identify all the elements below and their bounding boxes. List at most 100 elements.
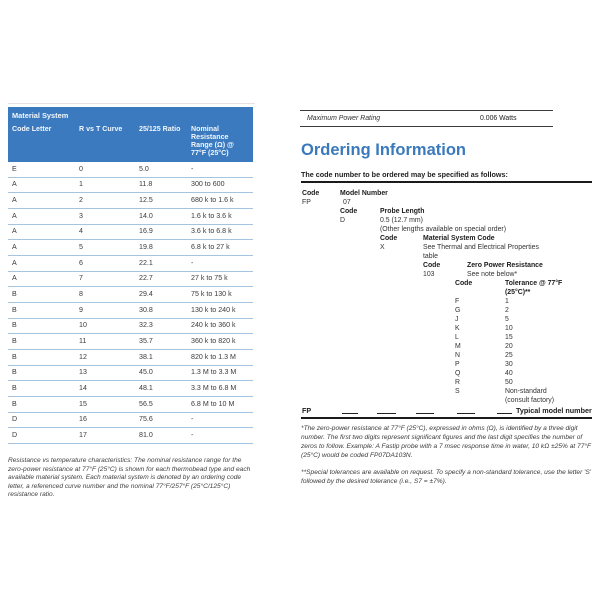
table-caption: Resistance vs temperature characteristic…: [8, 457, 251, 499]
tolerance-code: K: [455, 325, 460, 332]
probe-code: D: [340, 217, 345, 224]
table-row: B 9 30.8 130 k to 240 k: [8, 302, 254, 319]
tolerance-value: 10: [505, 325, 513, 332]
zero-power-value: See note below*: [467, 271, 518, 278]
model-number-blank: [342, 413, 358, 414]
typical-model-prefix: FP: [302, 406, 312, 415]
ordering-code-tree: Code Model Number F P 07 Code Probe Lengt…: [300, 188, 596, 410]
tolerance-code: Q: [455, 370, 461, 377]
tolerance-code: J: [455, 316, 459, 323]
code-header: Code: [340, 208, 358, 215]
table-row: D 17 81.0-: [8, 427, 254, 445]
cell-code: A: [8, 255, 75, 272]
cell-ratio: 29.4: [135, 286, 187, 304]
cell-curve: 5: [75, 239, 135, 257]
cell-ratio: 45.0: [135, 365, 187, 382]
cell-curve: 6: [75, 255, 135, 272]
table-row: A 5 19.8 6.8 k to 27 k: [8, 239, 254, 257]
cell-curve: 0: [75, 162, 135, 178]
cell-range: 130 k to 240 k: [187, 302, 254, 319]
cell-code: B: [8, 333, 75, 351]
table-header-row: Code Letter R vs T Curve 25/125 Ratio No…: [8, 122, 254, 162]
table-row: A 4 16.9 3.6 k to 6.8 k: [8, 224, 254, 241]
cell-ratio: 11.8: [135, 177, 187, 194]
footnote-special-tolerances: **Special tolerances are available on re…: [301, 469, 592, 485]
probe-length-header: Probe Length: [380, 208, 425, 215]
cell-curve: 17: [75, 427, 135, 445]
cell-curve: 9: [75, 302, 135, 319]
tolerance-value: 2: [505, 307, 509, 314]
tolerance-code: P: [455, 361, 460, 368]
tolerance-value: 25: [505, 352, 513, 359]
cell-curve: 12: [75, 349, 135, 366]
cell-ratio: 12.5: [135, 192, 187, 210]
footnote-zero-power: *The zero-power resistance at 77°F (25°C…: [301, 425, 591, 459]
cell-ratio: 30.8: [135, 302, 187, 319]
cell-code: B: [8, 318, 75, 335]
table-row: A 7 22.7 27 k to 75 k: [8, 271, 254, 288]
code-header: Code: [302, 190, 320, 197]
tolerance-value: 1: [505, 298, 509, 305]
model-number-header: Model Number: [340, 190, 388, 197]
table-row: A 2 12.5 680 k to 1.6 k: [8, 192, 254, 210]
cell-range: -: [187, 255, 254, 272]
model-value: 07: [343, 199, 351, 206]
typical-model-label: Typical model number: [516, 406, 592, 415]
tolerance-value: 40: [505, 370, 513, 377]
cell-ratio: 75.6: [135, 412, 187, 429]
cell-code: B: [8, 349, 75, 366]
code-header: Code: [455, 280, 473, 287]
cell-range: 75 k to 130 k: [187, 286, 254, 304]
cell-range: 3.3 M to 6.8 M: [187, 380, 254, 398]
tolerance-value: 15: [505, 334, 513, 341]
tolerance-code: L: [455, 334, 459, 341]
divider: [301, 417, 592, 419]
material-system-header: Material System Code: [423, 235, 495, 242]
table-row: B 8 29.4 75 k to 130 k: [8, 286, 254, 304]
tolerance-header: Tolerance @ 77°F: [505, 280, 563, 287]
table-row: A 1 11.8 300 to 600: [8, 177, 254, 194]
cell-code: D: [8, 427, 75, 445]
cell-range: 360 k to 820 k: [187, 333, 254, 351]
cell-ratio: 38.1: [135, 349, 187, 366]
model-number-blank: [416, 413, 434, 414]
max-power-rating-row: Maximum Power Rating 0.006 Watts: [300, 110, 553, 127]
material-code: X: [380, 244, 385, 251]
cell-range: 680 k to 1.6 k: [187, 192, 254, 210]
cell-range: -: [187, 162, 254, 178]
cell-curve: 13: [75, 365, 135, 382]
col-header-resistance-range: Nominal Resistance Range (Ω) @ 77°F (25°…: [187, 122, 254, 162]
tolerance-code: F: [455, 298, 460, 305]
cell-curve: 3: [75, 208, 135, 225]
cell-range: 820 k to 1.3 M: [187, 349, 254, 366]
tolerance-code: M: [455, 343, 461, 350]
cell-ratio: 81.0: [135, 427, 187, 445]
tolerance-value: Non-standard: [505, 388, 547, 395]
table-title-row: Material System: [8, 107, 254, 122]
material-value: See Thermal and Electrical Properties: [423, 244, 539, 251]
divider: [301, 181, 592, 183]
ordering-intro: The code number to be ordered may be spe…: [301, 170, 508, 179]
table-title: Material System: [8, 107, 254, 122]
spec-label: Maximum Power Rating: [307, 115, 381, 122]
tolerance-code: S: [455, 388, 460, 395]
code-header: Code: [423, 262, 441, 269]
tolerance-code: G: [455, 307, 461, 314]
cell-ratio: 48.1: [135, 380, 187, 398]
model-number-blank: [377, 413, 396, 414]
table-row: B 14 48.1 3.3 M to 6.8 M: [8, 380, 254, 398]
cell-code: B: [8, 286, 75, 304]
tolerance-code: N: [455, 352, 460, 359]
divider: [8, 103, 255, 104]
cell-curve: 7: [75, 271, 135, 288]
tolerance-value: 5: [505, 316, 509, 323]
table-row: D 16 75.6-: [8, 412, 254, 429]
cell-code: E: [8, 162, 75, 178]
cell-code: D: [8, 412, 75, 429]
cell-code: A: [8, 177, 75, 194]
table-row: A 6 22.1-: [8, 255, 254, 272]
cell-curve: 14: [75, 380, 135, 398]
left-column: Material System Code Letter R vs T Curve…: [8, 103, 255, 500]
table-row: A 3 14.0 1.6 k to 3.6 k: [8, 208, 254, 225]
